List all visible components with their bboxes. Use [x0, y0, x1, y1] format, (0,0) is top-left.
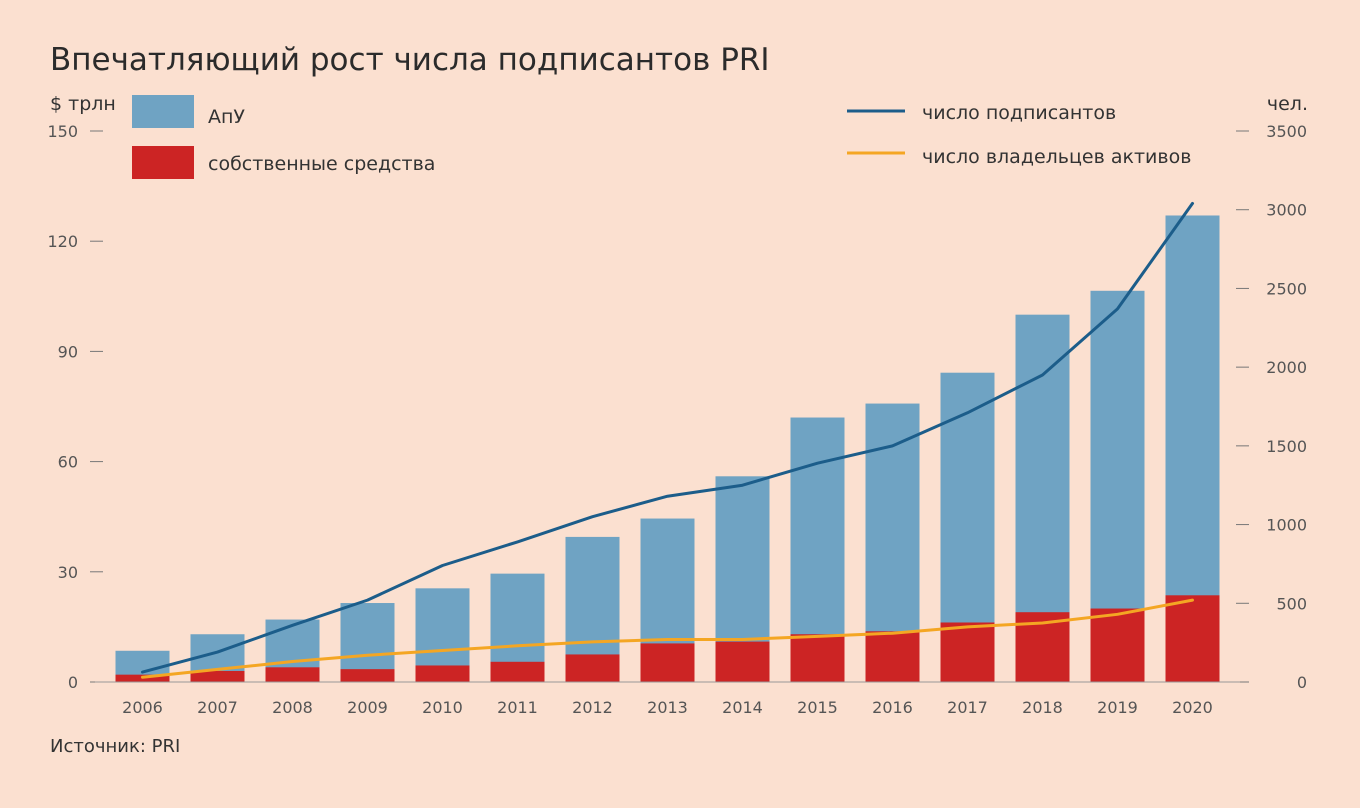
legend-label-apu: АпУ: [208, 106, 245, 128]
x-tick-label: 2010: [422, 698, 463, 717]
x-tick-label: 2017: [947, 698, 988, 717]
bar-own-funds-2012: [565, 654, 620, 682]
left-tick-label: 60: [58, 453, 78, 472]
chart-title: Впечатляющий рост числа подписантов PRI: [50, 42, 770, 78]
x-tick-label: 2014: [722, 698, 763, 717]
bar-own-funds-2013: [640, 643, 695, 682]
left-tick-label: 90: [58, 342, 78, 361]
right-tick-label: 2500: [1266, 279, 1307, 298]
bar-own-funds-2016: [865, 631, 920, 682]
bar-own-funds-2014: [715, 641, 770, 682]
right-tick-label: 3000: [1266, 201, 1307, 220]
bar-own-funds-2009: [340, 669, 395, 682]
left-tick-label: 0: [68, 673, 78, 692]
x-tick-label: 2008: [272, 698, 313, 717]
x-tick-label: 2015: [797, 698, 838, 717]
legend-label-asset-owners: число владельцев активов: [922, 146, 1191, 168]
line-signatories: [141, 201, 1194, 674]
right-axis-unit: чел.: [1267, 93, 1308, 115]
x-tick-label: 2012: [572, 698, 613, 717]
right-tick-label: 500: [1276, 594, 1307, 613]
right-tick-label: 0: [1297, 673, 1307, 692]
bar-own-funds-2015: [790, 634, 845, 682]
right-tick-label: 1000: [1266, 516, 1307, 535]
bar-layer: [115, 215, 1220, 682]
legend-label-signatories: число подписантов: [922, 102, 1116, 124]
line-asset-owners: [141, 598, 1194, 679]
x-tick-label: 2011: [497, 698, 538, 717]
bar-own-funds-2008: [265, 667, 320, 682]
x-tick-label: 2007: [197, 698, 238, 717]
x-tick-label: 2020: [1172, 698, 1213, 717]
legend-label-own-funds: собственные средства: [208, 153, 435, 175]
bar-own-funds-2017: [940, 622, 995, 682]
right-tick-label: 2000: [1266, 358, 1307, 377]
x-tick-label: 2019: [1097, 698, 1138, 717]
x-tick-label: 2013: [647, 698, 688, 717]
legend-swatch-apu: [132, 95, 194, 128]
x-tick-label: 2018: [1022, 698, 1063, 717]
left-tick-label: 120: [47, 232, 78, 251]
bar-own-funds-2011: [490, 661, 545, 682]
right-tick-label: 3500: [1266, 122, 1307, 141]
left-tick-label: 30: [58, 563, 78, 582]
bar-own-funds-2020: [1165, 595, 1220, 682]
left-tick-label: 150: [47, 122, 78, 141]
bar-own-funds-2010: [415, 665, 470, 682]
source-note: Источник: PRI: [50, 736, 180, 757]
legend-swatch-own-funds: [132, 146, 194, 179]
x-tick-label: 2016: [872, 698, 913, 717]
bar-own-funds-2007: [190, 670, 245, 682]
bar-own-funds-2019: [1090, 608, 1145, 682]
left-axis-unit: $ трлн: [50, 93, 116, 115]
left-axis: 0 30 60 90 120 150: [47, 122, 103, 692]
bar-apu-2009: [340, 603, 395, 682]
right-tick-label: 1500: [1266, 437, 1307, 456]
line-layer: [141, 201, 1194, 679]
x-axis: 2006 2007 2008 2009 2010 2011 2012 2013 2014 2015…: [122, 698, 1213, 717]
x-tick-label: 2006: [122, 698, 163, 717]
right-axis: 0 500 1000 1500 2000 2500 3000 3500: [1236, 122, 1307, 692]
x-tick-label: 2009: [347, 698, 388, 717]
